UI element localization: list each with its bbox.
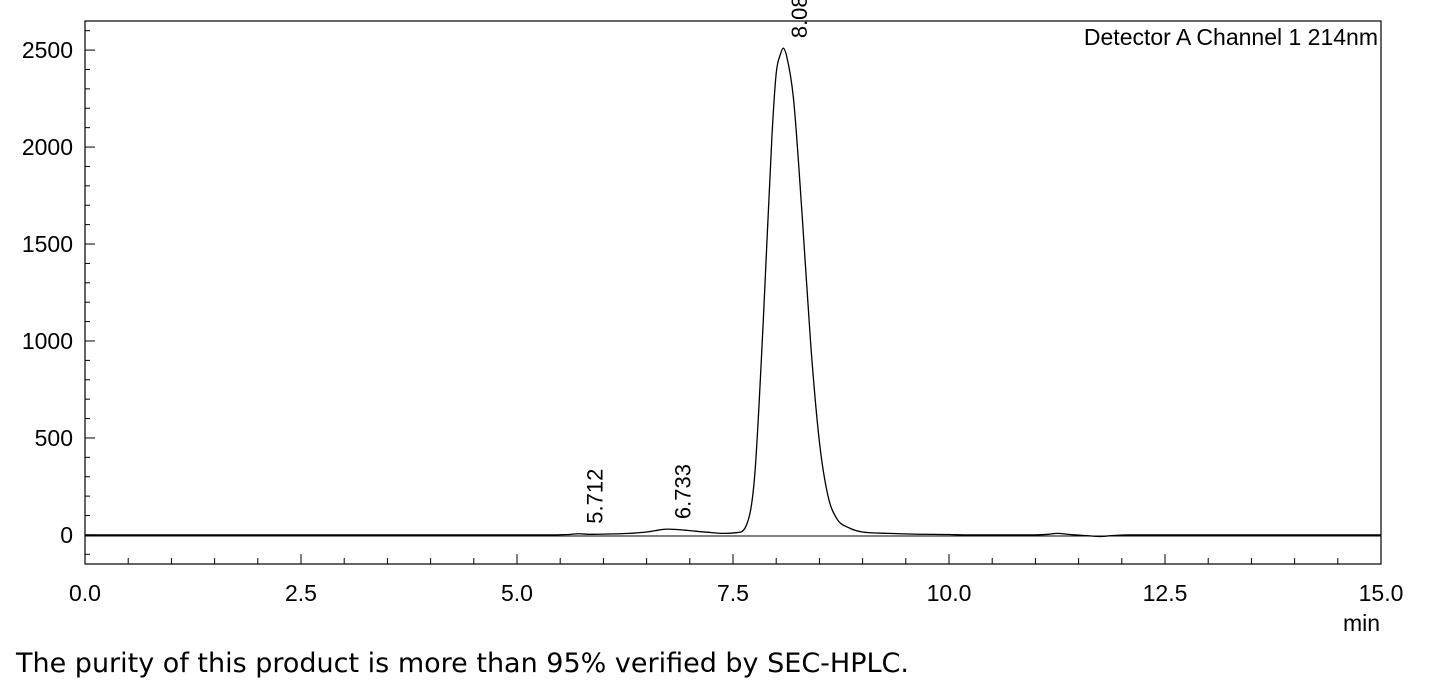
peak-retention-label: 8.081 [787, 0, 812, 38]
x-axis-unit-label: min [1343, 610, 1380, 636]
y-tick-label: 2500 [22, 37, 73, 63]
x-tick-label: 10.0 [927, 580, 972, 606]
peak-labels: 5.712 6.733 8.081 [583, 0, 813, 524]
peak-retention-label: 6.733 [671, 464, 696, 519]
x-tick-label: 7.5 [717, 580, 749, 606]
x-axis-ticks: 0.0 2.5 5.0 7.5 10.0 12.5 15.0 [69, 554, 1403, 606]
y-tick-label: 2000 [22, 134, 73, 160]
y-tick-label: 0 [60, 522, 73, 548]
x-tick-label: 2.5 [285, 580, 317, 606]
x-tick-label: 0.0 [69, 580, 101, 606]
y-tick-label: 1000 [22, 328, 73, 354]
plot-frame [84, 20, 1382, 565]
x-tick-label: 12.5 [1143, 580, 1188, 606]
detector-label: Detector A Channel 1 214nm [1084, 24, 1378, 50]
purity-caption: The purity of this product is more than … [16, 648, 909, 679]
peak-retention-label: 5.712 [583, 469, 608, 524]
chromatogram-chart: 0 500 1000 1500 2000 2500 0.0 2.5 5.0 7.5 10.0 12.… [22, 0, 1404, 636]
y-tick-label: 1500 [22, 231, 73, 257]
x-tick-label: 15.0 [1359, 580, 1404, 606]
y-tick-label: 500 [35, 425, 73, 451]
y-axis-ticks: 0 500 1000 1500 2000 2500 [22, 30, 95, 555]
chromatogram-trace [85, 47, 1381, 538]
x-tick-label: 5.0 [501, 580, 533, 606]
